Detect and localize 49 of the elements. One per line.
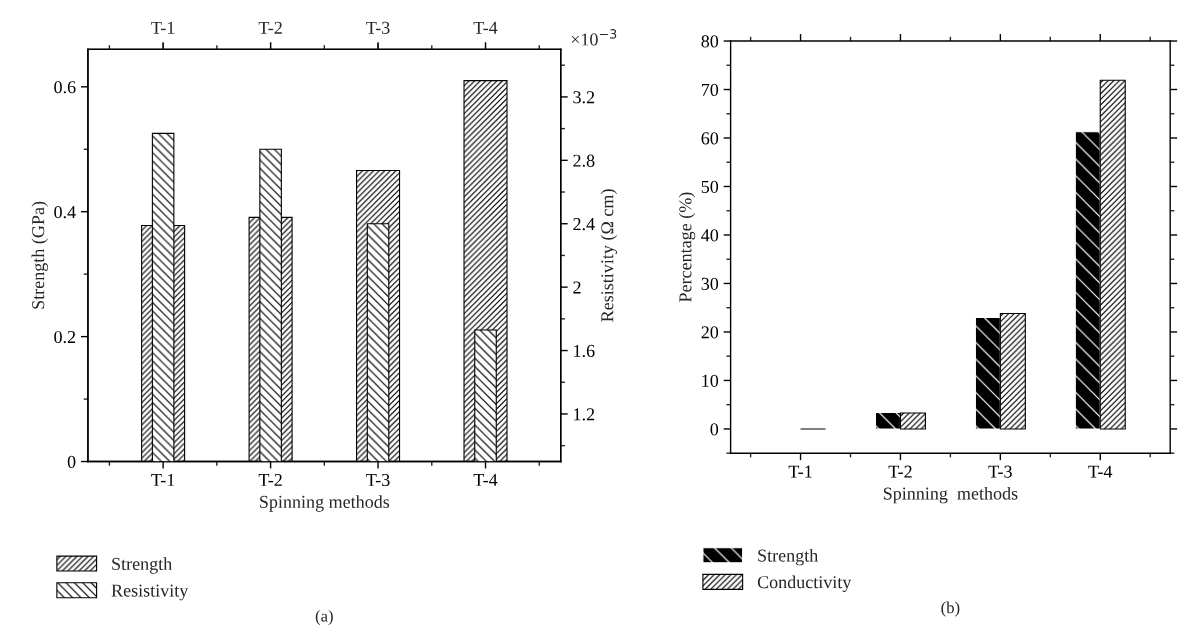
bar (899, 412, 926, 430)
y-tick-label: 0 (67, 455, 76, 468)
y-tick-label: 40 (701, 229, 719, 242)
y-tick-label: 0.6 (54, 81, 76, 94)
legend-label: Strength (758, 548, 819, 566)
y2-tick-label: 1.6 (574, 344, 595, 358)
y-axis-title: Percentage (%) (678, 192, 696, 302)
legend-label: Conductivity (757, 575, 852, 593)
category-label: T-2 (258, 21, 282, 34)
y2-axis-title: Resistivity (Ω cm) (600, 189, 618, 322)
y-tick-label: 30 (701, 277, 719, 290)
y2-tick-label: 2.4 (573, 218, 595, 231)
x-tick-label: T-2 (258, 473, 282, 486)
category-label: T-3 (366, 21, 390, 34)
x-tick-label: T-4 (473, 473, 498, 486)
y-tick-label: 20 (701, 326, 719, 339)
y2-tick-label: 2.8 (573, 154, 595, 167)
x-tick-label: T-3 (366, 473, 390, 487)
y-tick-label: 80 (701, 35, 719, 48)
y-tick-label: 0.2 (54, 330, 76, 344)
y-tick-label: 10 (702, 374, 719, 387)
bar (974, 316, 1001, 430)
legend-label: Resistivity (111, 584, 189, 601)
x-tick-label: T-1 (151, 473, 175, 486)
y-tick-label: 70 (701, 83, 719, 96)
y-tick-label: 60 (701, 132, 719, 145)
x-axis-title: Spinning methods (883, 486, 1018, 504)
x-tick-label: T-4 (1088, 465, 1113, 478)
legend-label: Strength (112, 557, 172, 574)
text: ×10$^{−3}$ (571, 29, 617, 46)
x-tick-label: T-3 (988, 465, 1012, 478)
text: (b) (941, 601, 960, 617)
y-tick-label: 50 (701, 180, 719, 193)
x-axis-title: Spinning methods (260, 495, 390, 512)
y-tick-label: 0 (710, 423, 719, 436)
category-label: T-1 (151, 21, 175, 34)
x-tick-label: T-1 (788, 465, 812, 478)
category-label: T-4 (473, 21, 498, 34)
bar (999, 312, 1026, 430)
y2-tick-label: 3.2 (573, 91, 595, 104)
y2-tick-label: 1.2 (574, 408, 595, 421)
bar (874, 411, 902, 430)
bar (1099, 79, 1126, 430)
text: (a) (315, 609, 333, 626)
bar (1074, 131, 1101, 430)
y-tick-label: 0.4 (54, 205, 76, 219)
x-tick-label: T-2 (888, 465, 912, 478)
y-axis-title: Strength (GPa) (31, 201, 48, 309)
y2-tick-label: 2 (573, 281, 581, 294)
